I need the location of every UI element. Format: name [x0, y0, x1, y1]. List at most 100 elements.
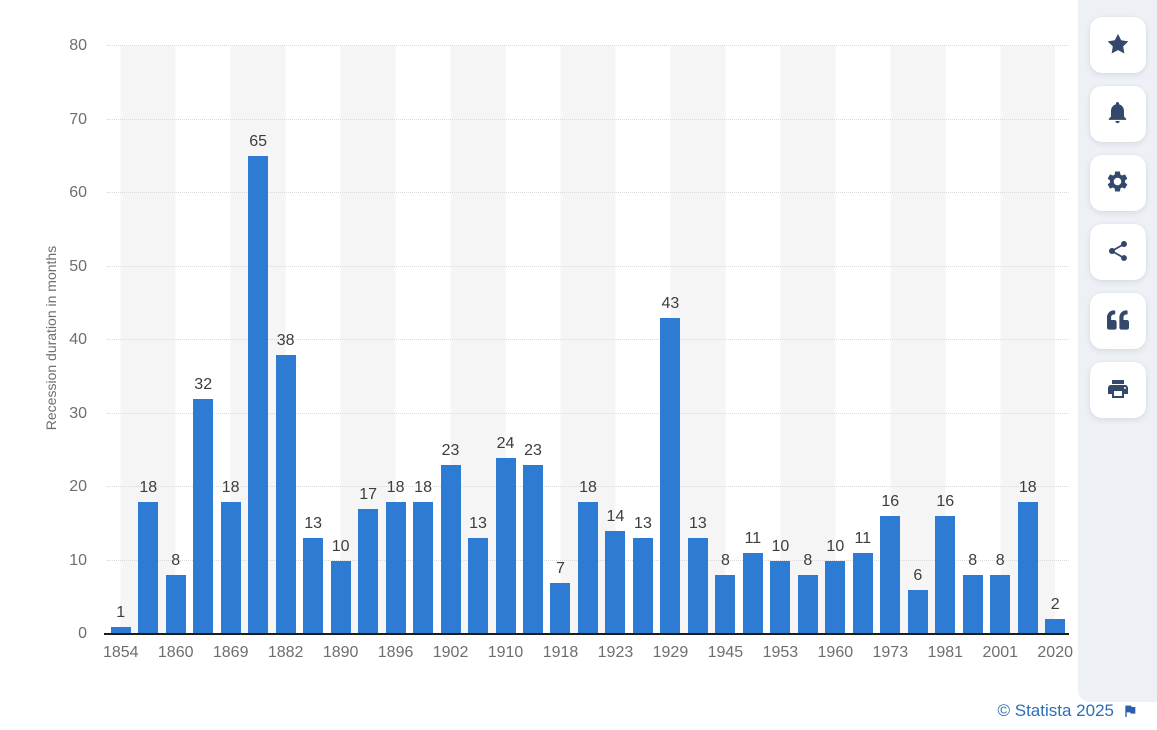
bar-value-label: 24: [496, 434, 515, 452]
bar-value-label: 14: [606, 508, 625, 526]
x-tick-label: 1896: [377, 644, 414, 661]
gridline: [107, 486, 1069, 487]
favorite-button[interactable]: [1089, 17, 1146, 73]
bar[interactable]: [110, 626, 131, 634]
y-tick-label: 80: [69, 37, 87, 54]
bar-value-label: 16: [881, 493, 900, 511]
bar-slot: 8: [959, 46, 986, 634]
bar-slot: 16 1981: [927, 46, 963, 661]
y-tick-label: 40: [69, 331, 87, 348]
gear-icon: [1105, 169, 1130, 197]
gridline: [107, 339, 1069, 340]
x-tick-label: 1910: [487, 644, 524, 661]
gridline: [107, 45, 1069, 46]
bar-slot: 8 1860: [158, 46, 194, 661]
x-tick-label: 1918: [542, 644, 579, 661]
gridline: [107, 192, 1069, 193]
bar-value-label: 2: [1050, 596, 1060, 614]
bar[interactable]: [523, 464, 543, 634]
bar-value-label: 23: [441, 441, 460, 459]
bar[interactable]: [935, 516, 956, 634]
bar[interactable]: [550, 582, 571, 634]
flag-icon: [1122, 703, 1138, 719]
bar-slot: 8 2001: [982, 46, 1018, 661]
bar-value-label: 1: [116, 603, 126, 621]
bar-slot: 32: [189, 46, 216, 634]
bar-slot: 7 1918: [543, 46, 579, 661]
bar-slot: 10 1953: [763, 46, 799, 662]
bar-value-label: 18: [414, 478, 432, 496]
bar[interactable]: [468, 538, 489, 634]
cite-button[interactable]: [1089, 293, 1146, 349]
bar[interactable]: [248, 156, 269, 634]
bar-slot: 13: [464, 46, 491, 634]
bell-icon: [1105, 100, 1130, 128]
bar[interactable]: [193, 398, 214, 634]
bar-slot: 11: [849, 46, 876, 634]
bar[interactable]: [660, 317, 681, 634]
bar[interactable]: [825, 560, 846, 634]
x-tick-label: 1882: [267, 644, 304, 661]
bar-value-label: 11: [744, 530, 762, 548]
bar[interactable]: [358, 509, 379, 634]
bar[interactable]: [797, 575, 818, 634]
bar[interactable]: [385, 501, 406, 634]
bar-slot: 16 1973: [873, 46, 909, 661]
x-tick-label: 1981: [927, 644, 964, 661]
bar[interactable]: [990, 575, 1011, 634]
print-button[interactable]: [1089, 362, 1146, 418]
bar-slot: 23: [519, 46, 546, 634]
bar[interactable]: [330, 560, 351, 634]
bar[interactable]: [715, 575, 736, 634]
share-button[interactable]: [1089, 224, 1146, 280]
bar-value-label: 16: [936, 493, 955, 511]
bar[interactable]: [770, 560, 791, 634]
bar[interactable]: [605, 531, 626, 634]
bar-value-label: 18: [579, 478, 597, 496]
settings-button[interactable]: [1089, 155, 1146, 211]
bar-slot: 38 1882: [268, 46, 304, 661]
bar-slot: 10 1890: [323, 46, 359, 662]
y-tick-label: 20: [69, 478, 87, 495]
bar-value-label: 8: [995, 552, 1005, 570]
bar[interactable]: [138, 501, 159, 634]
bar[interactable]: [1017, 501, 1038, 634]
x-tick-label: 1973: [872, 644, 909, 661]
y-tick-label: 10: [69, 551, 87, 569]
bar-value-label: 18: [139, 478, 158, 496]
y-tick-label: 70: [69, 110, 87, 128]
bar-value-label: 13: [469, 515, 487, 533]
bar[interactable]: [440, 464, 461, 634]
bar-slot: 24 1910: [488, 46, 524, 661]
gridline: [107, 118, 1069, 120]
bar[interactable]: [742, 553, 763, 634]
x-tick-label: 1923: [597, 644, 634, 661]
bar[interactable]: [275, 354, 296, 634]
bar-value-label: 18: [386, 478, 405, 496]
bar[interactable]: [495, 457, 516, 634]
bar[interactable]: [687, 538, 708, 634]
bar[interactable]: [907, 589, 928, 634]
notifications-button[interactable]: [1089, 86, 1146, 142]
bar[interactable]: [880, 516, 901, 634]
x-tick-label: 1890: [322, 644, 359, 661]
bar[interactable]: [413, 501, 434, 634]
bar[interactable]: [632, 538, 653, 634]
x-tick-label: 1929: [652, 644, 689, 661]
bar-slot: 18 1896: [378, 46, 414, 661]
y-tick-label: 0: [78, 625, 87, 642]
bar[interactable]: [303, 538, 324, 634]
statista-copyright-link[interactable]: © Statista 2025: [997, 701, 1115, 720]
bar-slot: 18: [1014, 46, 1041, 634]
bar-slot: 18: [134, 46, 161, 634]
bar[interactable]: [220, 501, 241, 634]
bar-slot: 1 1854: [103, 46, 139, 661]
bar[interactable]: [962, 575, 983, 634]
bar-slot: 65: [244, 46, 271, 634]
bar[interactable]: [1045, 619, 1066, 634]
bar[interactable]: [852, 553, 873, 634]
bar[interactable]: [577, 501, 598, 634]
bar[interactable]: [165, 575, 186, 634]
bar-slot: 14 1923: [598, 46, 634, 661]
